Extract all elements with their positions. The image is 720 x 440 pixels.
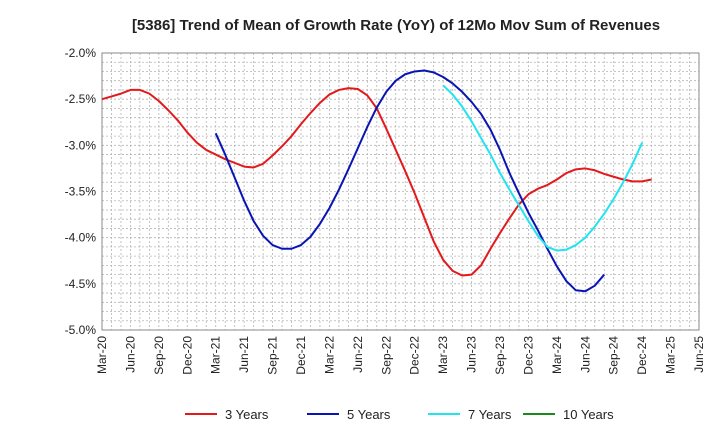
x-tick-label: Dec-24 bbox=[635, 336, 649, 375]
legend-item-5-years[interactable]: 5 Years bbox=[307, 407, 391, 422]
y-tick-label: -2.5% bbox=[65, 92, 97, 106]
y-tick-label: -4.0% bbox=[65, 231, 97, 245]
y-tick-label: -3.0% bbox=[65, 138, 97, 152]
x-tick-label: Sep-20 bbox=[152, 336, 166, 375]
plot-frame bbox=[101, 52, 700, 331]
x-tick-label: Dec-20 bbox=[180, 336, 194, 375]
x-tick-label: Mar-23 bbox=[436, 336, 450, 374]
x-tick-label: Jun-24 bbox=[578, 336, 592, 373]
chart-title: [5386] Trend of Mean of Growth Rate (YoY… bbox=[132, 17, 660, 34]
grid bbox=[102, 53, 699, 330]
legend-item-3-years[interactable]: 3 Years bbox=[185, 407, 269, 422]
x-axis-ticks: Mar-20 Jun-20 Sep-20 Dec-20 Mar-21 Jun-21 Sep-… bbox=[95, 336, 706, 375]
y-tick-label: -4.5% bbox=[65, 277, 97, 291]
x-tick-label: Sep-21 bbox=[266, 336, 280, 375]
legend-label: 5 Years bbox=[347, 407, 391, 422]
x-tick-label: Jun-25 bbox=[692, 336, 706, 373]
x-tick-label: Sep-22 bbox=[379, 336, 393, 375]
x-tick-label: Jun-23 bbox=[465, 336, 479, 373]
x-tick-label: Mar-20 bbox=[95, 336, 109, 374]
y-tick-label: -5.0% bbox=[65, 323, 97, 337]
legend-label: 10 Years bbox=[563, 407, 614, 422]
series-line-5-years bbox=[214, 69, 605, 293]
x-tick-label: Mar-22 bbox=[322, 336, 336, 374]
x-tick-label: Sep-23 bbox=[493, 336, 507, 375]
legend[interactable]: 3 Years 5 Years 7 Years 10 Years bbox=[185, 407, 614, 422]
x-tick-label: Dec-21 bbox=[294, 336, 308, 375]
x-tick-label: Mar-24 bbox=[550, 336, 564, 374]
x-tick-label: Dec-23 bbox=[521, 336, 535, 375]
legend-label: 3 Years bbox=[225, 407, 269, 422]
y-tick-label: -3.5% bbox=[65, 185, 97, 199]
x-tick-label: Jun-21 bbox=[237, 336, 251, 373]
series-lines bbox=[101, 69, 652, 293]
legend-item-10-years[interactable]: 10 Years bbox=[523, 407, 614, 422]
y-axis-ticks: -2.0% -2.5% -3.0% -3.5% -4.0% -4.5% -5.0% bbox=[65, 46, 97, 337]
x-tick-label: Jun-22 bbox=[351, 336, 365, 373]
series-line-7-years bbox=[442, 84, 644, 252]
x-tick-label: Sep-24 bbox=[607, 336, 621, 375]
legend-item-7-years[interactable]: 7 Years bbox=[428, 407, 512, 422]
x-tick-label: Mar-21 bbox=[209, 336, 223, 374]
legend-label: 7 Years bbox=[468, 407, 512, 422]
x-tick-label: Dec-22 bbox=[408, 336, 422, 375]
x-tick-label: Mar-25 bbox=[664, 336, 678, 374]
x-tick-label: Jun-20 bbox=[123, 336, 137, 373]
y-tick-label: -2.0% bbox=[65, 46, 97, 60]
